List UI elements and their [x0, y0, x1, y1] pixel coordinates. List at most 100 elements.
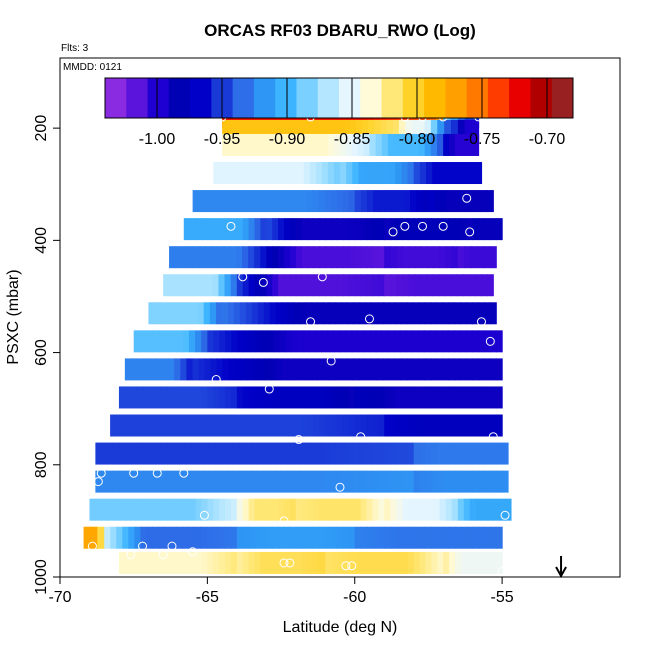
- heatmap-cell: [207, 218, 214, 241]
- heatmap-cell: [272, 551, 279, 574]
- sample-point: [129, 468, 139, 478]
- heatmap-cell: [217, 414, 224, 437]
- heatmap-cell: [469, 274, 476, 297]
- heatmap-cell: [205, 414, 213, 437]
- heatmap-cell: [354, 526, 362, 549]
- heatmap-cell: [266, 526, 273, 549]
- heatmap-cell: [354, 218, 362, 241]
- heatmap-cell: [331, 274, 338, 297]
- heatmap-cell: [369, 133, 377, 156]
- heatmap-cell: [236, 274, 244, 297]
- heatmap-cell: [321, 330, 329, 353]
- heatmap-cell: [413, 386, 421, 409]
- heatmap-cell: [172, 386, 179, 409]
- heatmap-cell: [160, 498, 167, 521]
- heatmap-cell: [354, 498, 362, 521]
- heatmap-cell: [213, 498, 220, 521]
- heatmap-cell: [317, 302, 325, 325]
- heatmap-cell: [319, 551, 326, 574]
- heatmap-cell: [384, 526, 391, 549]
- colorbar-swatch: [381, 78, 404, 118]
- colorbar-swatch: [424, 78, 446, 118]
- heatmap-cell: [172, 302, 180, 325]
- y-tick-label: 400: [33, 227, 50, 254]
- heatmap-cell: [383, 470, 391, 493]
- heatmap-band: [118, 386, 503, 409]
- heatmap-cell: [472, 133, 480, 156]
- heatmap-cell: [265, 414, 272, 437]
- heatmap-cell: [212, 526, 220, 549]
- heatmap-cell: [419, 386, 427, 409]
- heatmap-cell: [142, 386, 150, 409]
- heatmap-cell: [207, 498, 214, 521]
- heatmap-cell: [242, 551, 250, 574]
- heatmap-cell: [444, 119, 452, 142]
- heatmap-cell: [284, 274, 291, 297]
- heatmap-cell: [420, 274, 428, 297]
- colorbar-tick-label: -0.75: [464, 131, 501, 148]
- heatmap-cell: [414, 274, 422, 297]
- heatmap-cell: [295, 246, 303, 269]
- heatmap-cell: [207, 551, 214, 574]
- heatmap-cell: [197, 442, 205, 465]
- heatmap-cell: [294, 414, 302, 437]
- heatmap-cell: [322, 133, 329, 156]
- heatmap-cell: [372, 218, 379, 241]
- heatmap-cell: [191, 302, 199, 325]
- heatmap-cell: [198, 358, 206, 381]
- heatmap-cell: [490, 218, 497, 241]
- heatmap-cell: [289, 551, 297, 574]
- sample-point: [364, 314, 374, 324]
- heatmap-cell: [275, 470, 283, 493]
- heatmap-cell: [364, 162, 372, 185]
- heatmap-cell: [466, 414, 474, 437]
- heatmap-cell: [454, 526, 462, 549]
- heatmap-cell: [257, 302, 265, 325]
- heatmap-cell: [439, 498, 447, 521]
- date-note: MMDD: 0121: [63, 62, 122, 73]
- heatmap-cell: [283, 119, 290, 142]
- heatmap-cell: [437, 386, 444, 409]
- heatmap-cell: [384, 386, 391, 409]
- heatmap-cell: [181, 414, 189, 437]
- heatmap-cell: [236, 218, 244, 241]
- colorbar-tick-label: -0.80: [399, 131, 436, 148]
- heatmap-cell: [448, 358, 456, 381]
- flights-note: Flts: 3: [61, 43, 89, 54]
- heatmap-cell: [260, 274, 267, 297]
- heatmap-cell: [161, 358, 169, 381]
- heatmap-cell: [287, 302, 295, 325]
- heatmap-cell: [278, 498, 285, 521]
- heatmap-cell: [228, 119, 235, 142]
- heatmap-cell: [160, 551, 167, 574]
- heatmap-cell: [466, 302, 473, 325]
- heatmap-cell: [325, 498, 332, 521]
- heatmap-cell: [457, 498, 465, 521]
- heatmap-cell: [460, 133, 468, 156]
- heatmap-cell: [484, 218, 491, 241]
- heatmap-band: [169, 246, 497, 269]
- heatmap-cell: [313, 498, 320, 521]
- colorbar-swatch: [105, 78, 127, 118]
- heatmap-cell: [390, 526, 397, 549]
- heatmap-cell: [199, 246, 207, 269]
- sample-point: [226, 221, 236, 231]
- heatmap-cell: [490, 470, 497, 493]
- heatmap-cell: [469, 190, 477, 213]
- heatmap-cell: [298, 133, 306, 156]
- sample-point: [465, 227, 475, 237]
- heatmap-cell: [152, 526, 160, 549]
- heatmap-cell: [218, 274, 226, 297]
- heatmap-cell: [206, 274, 213, 297]
- heatmap-cell: [348, 551, 356, 574]
- heatmap-cell: [457, 190, 465, 213]
- sample-point: [258, 277, 268, 287]
- heatmap-cell: [118, 551, 126, 574]
- heatmap-cell: [342, 414, 350, 437]
- heatmap-cell: [181, 274, 189, 297]
- heatmap-cell: [359, 442, 367, 465]
- heatmap-cell: [346, 162, 353, 185]
- heatmap-cell: [329, 302, 336, 325]
- heatmap-cell: [251, 302, 259, 325]
- heatmap-cell: [194, 526, 202, 549]
